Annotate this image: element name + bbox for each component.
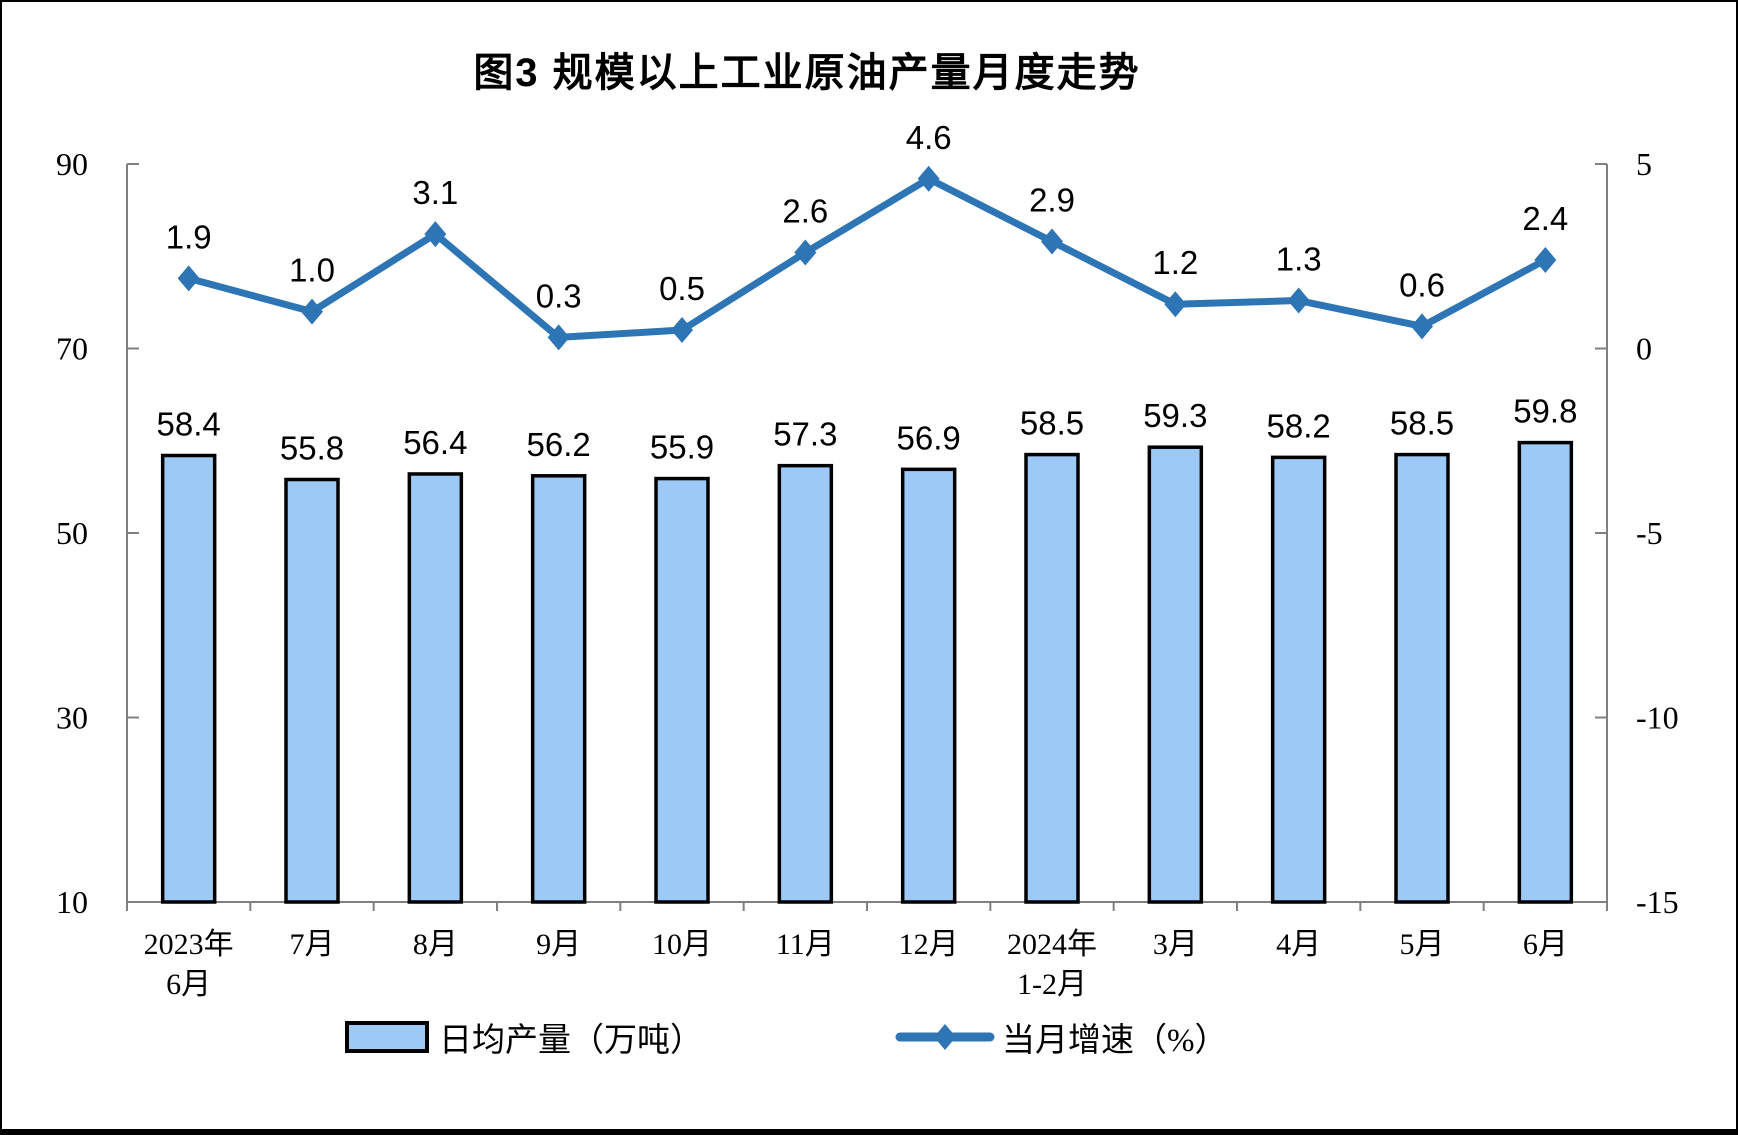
legend-line-marker-icon (934, 1024, 956, 1050)
left-axis-tick-label: 30 (56, 700, 88, 736)
line-marker (1041, 228, 1063, 255)
bar (654, 476, 710, 904)
line-value-label: 1.3 (1276, 241, 1322, 278)
x-axis-category-label: 12月 (899, 928, 959, 961)
legend-bar-label: 日均产量（万吨） (439, 1022, 703, 1059)
bar (1517, 440, 1574, 904)
line-value-label: 0.6 (1399, 266, 1445, 303)
bar (777, 463, 834, 904)
right-axis-tick-label: 5 (1636, 146, 1652, 182)
line-value-label: 3.1 (412, 174, 458, 211)
x-axis-category-label: 2023年 (144, 928, 234, 961)
x-axis-category-label: 9月 (536, 928, 581, 961)
line-value-label: 2.4 (1522, 200, 1568, 237)
x-axis-category-label: 2024年 (1007, 928, 1097, 961)
x-axis-category-label: 3月 (1153, 928, 1198, 961)
bar (1394, 452, 1450, 904)
bar-value-label: 56.2 (527, 426, 591, 463)
legend (345, 1021, 995, 1053)
bar-value-label: 59.3 (1143, 397, 1207, 434)
line-marker (301, 298, 323, 325)
line-marker (794, 239, 817, 266)
bar-value-label: 56.9 (897, 419, 961, 456)
line-marker (547, 324, 570, 351)
line-value-label: 1.0 (289, 252, 335, 289)
bar-value-label: 59.8 (1513, 393, 1577, 430)
line-marker (1534, 246, 1557, 273)
bar (160, 453, 217, 904)
line-value-label: 4.6 (906, 119, 952, 156)
bar-value-label: 58.5 (1020, 405, 1084, 442)
left-axis-tick-label: 10 (56, 884, 88, 920)
bar (284, 477, 340, 904)
line-marker (917, 165, 940, 192)
line-value-label: 2.6 (782, 193, 828, 230)
right-axis-tick-label: 0 (1636, 331, 1652, 367)
right-axis-tick-label: -10 (1636, 700, 1679, 736)
x-axis-category-label: 11月 (776, 928, 835, 961)
line-marker (671, 317, 693, 344)
bar (1147, 445, 1204, 904)
bar-value-label: 55.9 (650, 429, 714, 466)
left-axis-tick-label: 70 (56, 331, 88, 367)
x-axis-category-label: 7月 (290, 928, 335, 961)
bar-value-label: 58.5 (1390, 405, 1454, 442)
line-value-label: 0.3 (536, 277, 582, 314)
bar-value-label: 57.3 (773, 416, 837, 453)
line-value-label: 1.2 (1152, 244, 1198, 281)
bar (1270, 455, 1327, 904)
bar (407, 472, 464, 904)
line-marker (177, 265, 200, 292)
line-marker (1411, 313, 1433, 340)
x-axis-category-label: 4月 (1276, 928, 1321, 961)
left-axis-tick-label: 50 (56, 515, 88, 551)
bar (900, 467, 957, 904)
legend-bar-swatch (345, 1021, 429, 1053)
bar-value-label: 58.4 (157, 406, 221, 443)
x-axis-category-label: 10月 (652, 928, 712, 961)
line-value-label: 2.9 (1029, 181, 1075, 218)
x-axis-category-label: 1-2月 (1017, 968, 1087, 1001)
x-axis-category-label: 6月 (166, 968, 211, 1001)
line-marker (1164, 291, 1187, 318)
bar (530, 474, 587, 904)
line-value-label: 1.9 (166, 218, 212, 255)
chart-title: 图3 规模以上工业原油产量月度走势 (473, 51, 1141, 95)
x-axis-category-label: 5月 (1400, 928, 1445, 961)
line-marker (1287, 287, 1310, 314)
left-axis-tick-label: 90 (56, 146, 88, 182)
legend-line-label: 当月增速（%） (1002, 1022, 1228, 1059)
right-axis-tick-label: -15 (1636, 884, 1679, 920)
bar-value-label: 58.2 (1267, 407, 1331, 444)
frame-bottom-border (2, 1129, 1736, 1135)
line-value-label: 0.5 (659, 270, 705, 307)
bar-value-label: 55.8 (280, 429, 344, 466)
growth-line (185, 175, 1549, 341)
line-marker (424, 221, 447, 248)
bar (1024, 452, 1080, 904)
x-axis-category-label: 8月 (413, 928, 458, 961)
bar-value-label: 56.4 (403, 424, 467, 461)
x-axis-category-label: 6月 (1523, 928, 1568, 961)
right-axis-tick-label: -5 (1636, 515, 1663, 551)
